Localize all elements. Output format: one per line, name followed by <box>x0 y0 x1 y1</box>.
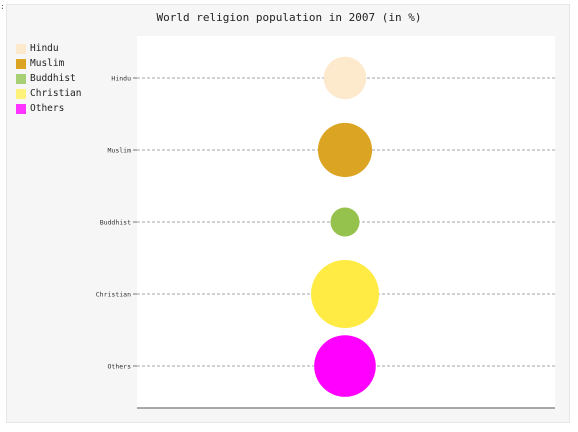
bubble-hindu[interactable] <box>324 57 367 100</box>
y-tick-label: Hindu <box>111 75 131 83</box>
y-tick-label: Christian <box>96 291 131 299</box>
y-tick-label: Muslim <box>108 147 132 155</box>
y-tick-label: Buddhist <box>100 219 131 227</box>
bubble-others[interactable] <box>314 335 376 397</box>
bubble-muslim[interactable] <box>318 123 372 177</box>
bubble-christian[interactable] <box>311 260 379 328</box>
bubble-buddhist[interactable] <box>331 208 360 237</box>
y-tick-label: Others <box>108 363 132 371</box>
